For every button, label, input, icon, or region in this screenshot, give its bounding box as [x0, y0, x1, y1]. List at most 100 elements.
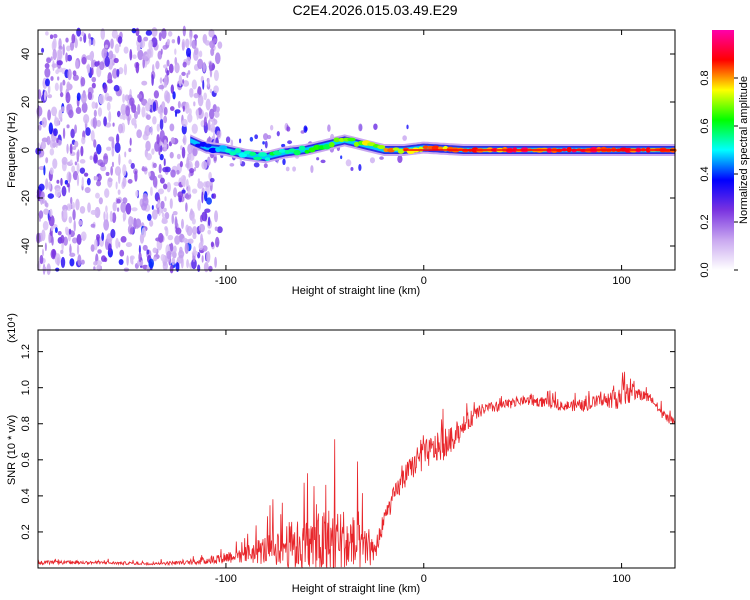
noise-blob: [185, 47, 192, 58]
noise-blob: [146, 264, 150, 273]
noise-blob: [131, 27, 137, 34]
noise-blob: [189, 29, 193, 40]
noise-blob: [151, 73, 154, 86]
noise-blob: [117, 189, 121, 195]
colorbar-tick-label: 0.2: [699, 214, 711, 229]
noise-blob: [174, 216, 178, 228]
noise-blob: [38, 183, 45, 191]
noise-blob: [83, 113, 90, 124]
noise-blob: [171, 257, 176, 266]
noise-blob: [142, 196, 149, 207]
noise-blob: [397, 155, 403, 164]
noise-blob: [52, 142, 57, 148]
noise-blob: [52, 38, 57, 50]
noise-blob: [97, 107, 103, 117]
noise-blob: [159, 77, 163, 84]
noise-blob: [189, 88, 194, 94]
noise-blob: [162, 183, 168, 190]
noise-blob: [113, 84, 120, 92]
signal-core-blob: [278, 148, 286, 153]
noise-blob: [120, 201, 127, 213]
noise-blob: [182, 61, 187, 68]
noise-blob: [119, 249, 125, 257]
signal-core-blob: [397, 148, 405, 154]
noise-blob: [128, 147, 132, 153]
noise-blob: [88, 33, 91, 40]
noise-blob: [79, 206, 86, 214]
snr-y-tick-label: 0.8: [20, 416, 32, 431]
colorbar-tick-label: 0.6: [699, 118, 711, 133]
noise-blob: [72, 74, 79, 81]
noise-blob: [108, 136, 115, 142]
noise-blob: [212, 38, 218, 44]
noise-blob: [263, 163, 268, 169]
noise-blob: [89, 51, 93, 62]
noise-blob: [203, 261, 209, 273]
colorbar-tick-label: 0.8: [699, 70, 711, 85]
noise-blob: [50, 76, 54, 81]
noise-blob: [182, 105, 185, 112]
noise-blob: [80, 76, 86, 87]
spectrogram-x-tick-label: 0: [421, 275, 427, 287]
noise-blob: [52, 158, 58, 169]
snr-y-tick-label: 0.4: [20, 488, 32, 503]
noise-blob: [192, 226, 198, 235]
signal-core-blob: [234, 148, 241, 154]
noise-blob: [103, 116, 107, 127]
noise-blob: [163, 115, 168, 124]
signal-core-blob: [377, 144, 386, 150]
noise-blob: [79, 167, 86, 174]
noise-blob: [238, 138, 242, 144]
noise-blob: [129, 137, 132, 146]
noise-blob: [159, 118, 164, 131]
noise-blob: [64, 180, 69, 185]
noise-blob: [100, 28, 106, 40]
noise-blob: [51, 63, 58, 68]
noise-blob: [208, 61, 213, 72]
noise-blob: [191, 188, 198, 194]
noise-blob: [209, 108, 215, 120]
spectrogram-y-tick-label: 20: [20, 96, 32, 108]
noise-blob: [108, 110, 112, 123]
noise-blob: [194, 160, 200, 169]
noise-blob: [106, 146, 112, 151]
noise-blob: [147, 49, 152, 59]
noise-blob: [94, 176, 99, 181]
noise-blob: [80, 145, 84, 157]
noise-blob: [45, 202, 49, 208]
noise-blob: [118, 259, 124, 266]
noise-blob: [215, 236, 220, 248]
noise-blob: [173, 245, 177, 253]
noise-blob: [137, 104, 141, 115]
noise-blob: [145, 102, 151, 112]
noise-blob: [169, 151, 174, 159]
noise-blob: [163, 106, 168, 116]
noise-blob: [212, 131, 216, 140]
noise-blob: [182, 134, 187, 146]
noise-blob: [163, 207, 167, 213]
noise-blob: [161, 212, 165, 218]
colorbar-gradient: [712, 30, 734, 270]
noise-blob: [373, 123, 378, 130]
noise-blob: [208, 265, 213, 272]
noise-blob: [206, 197, 212, 205]
colorbar-tick-label: 0.0: [699, 262, 711, 277]
noise-blob: [204, 208, 211, 213]
noise-blob: [114, 142, 121, 154]
noise-blob: [66, 104, 71, 111]
snr-x-ticks: -100 0 100: [215, 330, 631, 585]
noise-blob: [69, 143, 73, 154]
signal-core-blob: [437, 146, 444, 150]
noise-blob: [40, 191, 45, 199]
noise-blob: [79, 159, 86, 164]
noise-blob: [181, 146, 186, 159]
signal-core-blob: [298, 145, 306, 151]
noise-blob: [209, 177, 215, 183]
colorbar-tick-label: 0.4: [699, 166, 711, 181]
noise-blob: [135, 190, 139, 198]
noise-blob: [77, 254, 82, 266]
noise-blob: [129, 255, 135, 260]
noise-blob: [148, 258, 155, 269]
noise-blob: [225, 136, 231, 144]
noise-blob: [51, 106, 58, 117]
